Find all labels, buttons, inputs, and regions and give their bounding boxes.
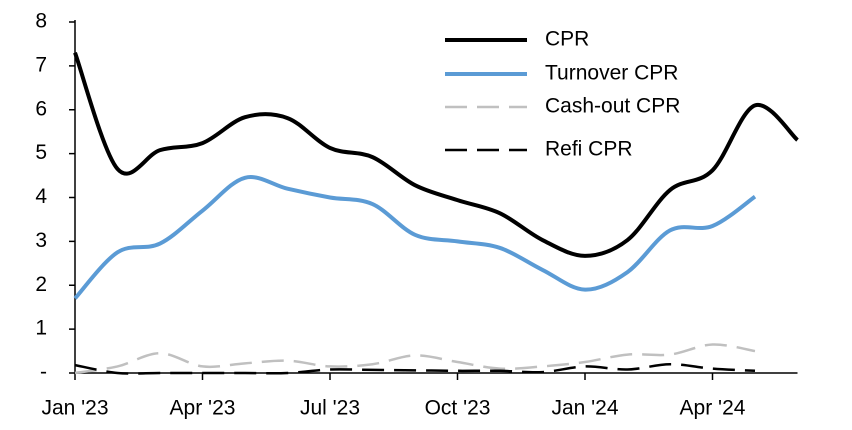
y-tick-label: 4	[35, 185, 47, 208]
x-tick-label: Apr '24	[680, 397, 746, 420]
series-line	[73, 175, 757, 300]
y-tick-label: 8	[35, 10, 47, 33]
x-tick-label: Jul '23	[300, 397, 360, 420]
y-tick-label: 1	[35, 317, 47, 340]
series-line	[74, 362, 756, 375]
legend-label: Cash-out CPR	[545, 95, 680, 118]
series-line	[73, 52, 799, 258]
y-tick-label: -	[40, 361, 47, 384]
x-tick-label: Oct '23	[425, 397, 491, 420]
y-tick-label: 2	[35, 273, 47, 296]
y-tick-label: 3	[35, 229, 47, 252]
x-tick-label: Jan '23	[41, 397, 108, 420]
y-tick-label: 5	[35, 141, 47, 164]
y-tick-label: 7	[35, 53, 47, 76]
x-tick-label: Jan '24	[551, 397, 618, 420]
series-line	[74, 343, 756, 375]
legend-label: CPR	[545, 28, 589, 51]
legend-label: Turnover CPR	[545, 62, 678, 85]
x-tick-label: Apr '23	[170, 397, 236, 420]
y-tick-label: 6	[35, 97, 47, 120]
legend-label: Refi CPR	[545, 138, 633, 161]
